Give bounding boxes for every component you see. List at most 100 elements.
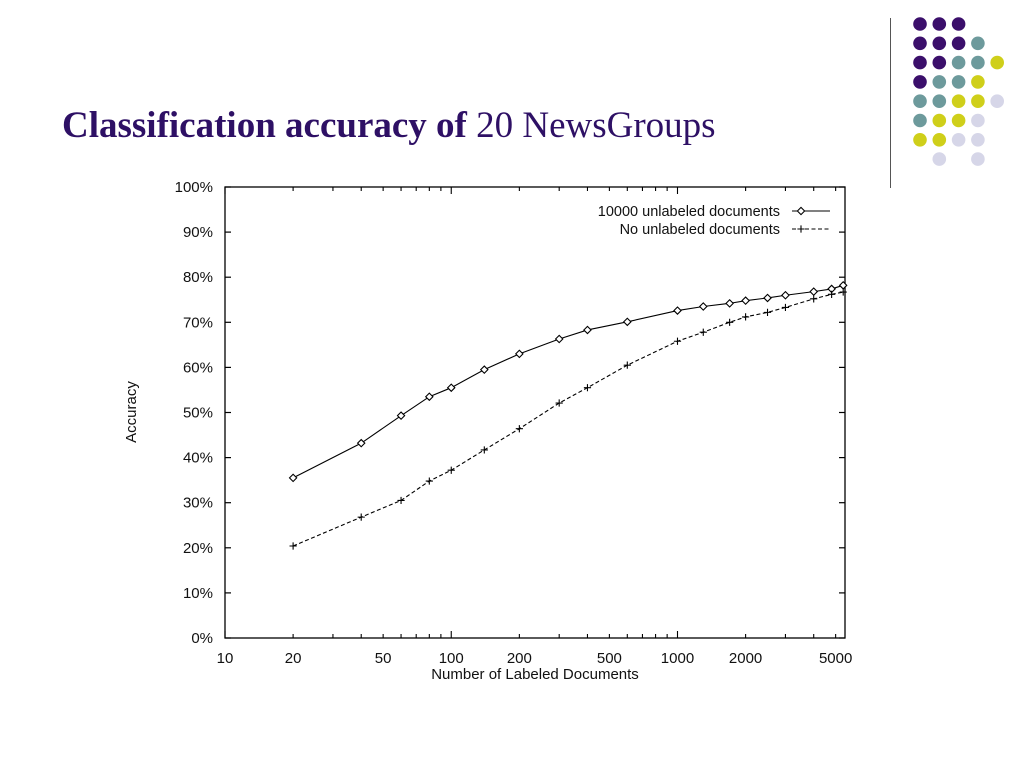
data-point [763, 308, 772, 316]
decor-dot [932, 55, 947, 70]
decor-dot [913, 113, 927, 128]
decor-dot [990, 94, 1004, 108]
decor-dot [971, 152, 985, 166]
legend-marker [797, 225, 805, 233]
x-tick-label: 500 [597, 650, 622, 667]
data-point [289, 542, 297, 550]
data-point [583, 384, 592, 392]
slide-title: Classification accuracy of 20 NewsGroups [62, 104, 716, 148]
decor-dot [932, 94, 947, 108]
y-tick-label: 100% [175, 179, 213, 196]
data-point [623, 361, 631, 369]
y-tick-label: 80% [183, 269, 213, 286]
decor-dot [971, 94, 985, 108]
data-point [673, 337, 682, 345]
data-point [839, 288, 847, 296]
decor-dot [932, 152, 947, 166]
y-axis-label: Accuracy [123, 381, 140, 443]
decor-dot [971, 55, 985, 70]
decor-dot [971, 75, 985, 89]
decor-dot [990, 55, 1004, 70]
legend-marker [796, 206, 806, 216]
data-point [742, 313, 750, 321]
decor-dot [913, 17, 927, 31]
decor-dot [951, 17, 966, 31]
data-point [397, 496, 405, 505]
plot-frame [224, 186, 846, 639]
x-tick-label: 100 [439, 650, 464, 667]
decor-dot [913, 55, 927, 70]
data-point [447, 466, 455, 474]
data-point [809, 287, 819, 297]
data-point [781, 290, 790, 300]
x-axis-label: Number of Labeled Documents [431, 666, 639, 683]
decor-dot [913, 75, 927, 89]
decor-dot [932, 113, 947, 128]
data-point [810, 295, 818, 303]
decor-dot [932, 36, 947, 51]
data-point [726, 318, 734, 326]
series-2 [289, 288, 847, 550]
y-tick-label: 90% [183, 224, 213, 241]
y-tick-label: 30% [183, 495, 213, 512]
decor-dot [971, 36, 985, 51]
y-tick-label: 0% [191, 630, 213, 647]
decor-dot [951, 94, 966, 108]
y-tick-label: 50% [183, 405, 213, 422]
series-line [292, 284, 844, 479]
series-1 [288, 280, 848, 483]
decor-dot [951, 75, 966, 89]
data-point [838, 280, 848, 290]
data-point [725, 298, 735, 308]
data-point [424, 392, 434, 402]
data-point [480, 446, 488, 454]
x-tick-label: 50 [375, 650, 392, 667]
x-tick-label: 5000 [819, 650, 852, 667]
data-point [555, 399, 563, 407]
data-point [357, 513, 365, 521]
decor-dot [971, 113, 985, 128]
y-tick-label: 70% [183, 314, 213, 331]
data-point [698, 302, 708, 311]
legend-label: No unlabeled documents [620, 222, 780, 238]
decor-dot [951, 36, 966, 51]
data-point [396, 411, 406, 421]
data-point [781, 303, 790, 312]
x-tick-label: 20 [285, 650, 302, 667]
decorative-divider [890, 18, 891, 188]
decor-dot [951, 113, 966, 128]
data-point [828, 290, 836, 298]
data-point [741, 296, 750, 306]
decor-dot [951, 55, 966, 70]
data-point [446, 383, 456, 393]
y-tick-label: 40% [183, 450, 213, 467]
decor-dot [913, 133, 927, 147]
legend-label: 10000 unlabeled documents [598, 204, 780, 220]
data-point [673, 306, 682, 315]
decor-dot [932, 17, 947, 31]
decor-dot [913, 36, 927, 51]
series-line [292, 291, 844, 547]
data-point [514, 349, 524, 359]
decor-dot [971, 133, 985, 147]
data-point [554, 334, 564, 344]
data-point [763, 293, 772, 303]
data-point [425, 477, 433, 485]
data-point [622, 317, 632, 327]
y-tick-label: 20% [183, 540, 213, 557]
decor-dot [932, 75, 947, 89]
data-point [356, 438, 366, 448]
data-point [699, 328, 707, 336]
decor-dot [951, 133, 966, 147]
x-tick-label: 2000 [729, 650, 762, 667]
y-tick-label: 60% [183, 359, 213, 376]
x-tick-label: 200 [507, 650, 532, 667]
data-point [515, 425, 523, 433]
decorative-dot-grid [913, 17, 1004, 166]
decor-dot [913, 94, 927, 108]
slide-title-rest: 20 NewsGroups [466, 105, 716, 146]
data-point [288, 473, 298, 483]
x-tick-label: 1000 [661, 650, 694, 667]
y-tick-label: 10% [183, 585, 213, 602]
